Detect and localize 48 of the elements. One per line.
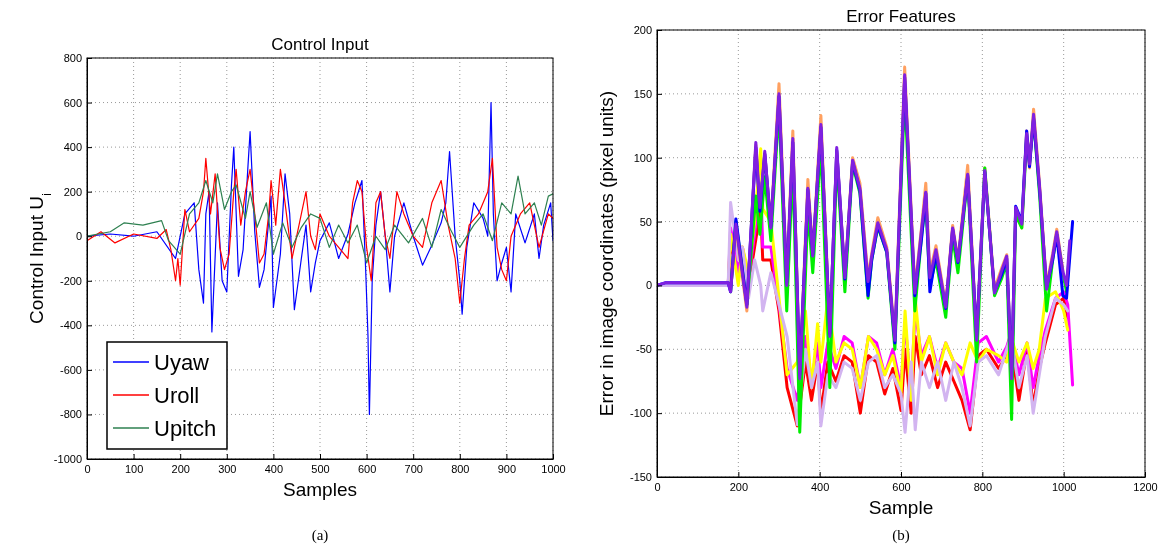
- x-tick-label: 600: [892, 480, 911, 493]
- legend-label: Uroll: [154, 383, 200, 408]
- text: (a): [311, 527, 329, 544]
- y-tick-label: 0: [75, 230, 82, 243]
- y-tick-label: 150: [633, 87, 652, 100]
- x-tick-label: 300: [218, 462, 237, 475]
- text: (b): [892, 527, 910, 544]
- legend-label: Uyaw: [154, 350, 210, 375]
- y-tick-label: -200: [59, 274, 82, 287]
- x-tick-label: 400: [810, 480, 830, 493]
- x-tick-label: 900: [497, 462, 517, 475]
- x-tick-label: 1200: [1133, 480, 1158, 493]
- y-tick-label: -1000: [53, 453, 82, 466]
- x-tick-label: 700: [404, 462, 423, 475]
- x-tick-label: 400: [264, 462, 284, 475]
- y-tick-label: -150: [629, 471, 652, 484]
- y-tick-label: 100: [633, 151, 652, 164]
- x-axis-title: Samples: [283, 479, 357, 500]
- x-tick-label: 500: [311, 462, 330, 475]
- y-tick-label: 50: [639, 215, 652, 228]
- line-series: [87, 173, 553, 264]
- x-tick-label: 800: [451, 462, 470, 475]
- x-tick-label: 1000: [541, 462, 566, 475]
- y-tick-label: 0: [645, 279, 652, 292]
- x-tick-label: 200: [171, 462, 190, 475]
- y-tick-label: -600: [59, 363, 82, 376]
- x-tick-label: 1000: [1051, 480, 1077, 493]
- y-axis-title: Error in image coordinates (pixel units): [596, 90, 617, 417]
- x-tick-label: 600: [357, 462, 377, 475]
- x-tick-label: 0: [654, 480, 661, 493]
- y-tick-label: -800: [59, 408, 82, 421]
- y-tick-label: -50: [636, 343, 652, 356]
- y-tick-label: 200: [63, 185, 82, 198]
- legend-label: Upitch: [154, 416, 217, 441]
- y-tick-label: 200: [633, 24, 652, 37]
- y-tick-label: 400: [63, 141, 82, 154]
- chart-title: Error Features: [846, 7, 956, 26]
- x-tick-label: 100: [124, 462, 144, 475]
- chart-title: Control Input: [271, 35, 369, 54]
- x-tick-label: 800: [973, 480, 993, 493]
- line-series: [87, 157, 553, 304]
- y-tick-label: -400: [59, 319, 82, 332]
- y-tick-label: 600: [63, 96, 82, 109]
- x-axis-title: Sample: [868, 497, 934, 518]
- x-tick-label: 200: [729, 480, 749, 493]
- y-tick-label: 800: [63, 52, 82, 65]
- x-tick-label: 0: [84, 462, 91, 475]
- y-tick-label: -100: [629, 407, 652, 420]
